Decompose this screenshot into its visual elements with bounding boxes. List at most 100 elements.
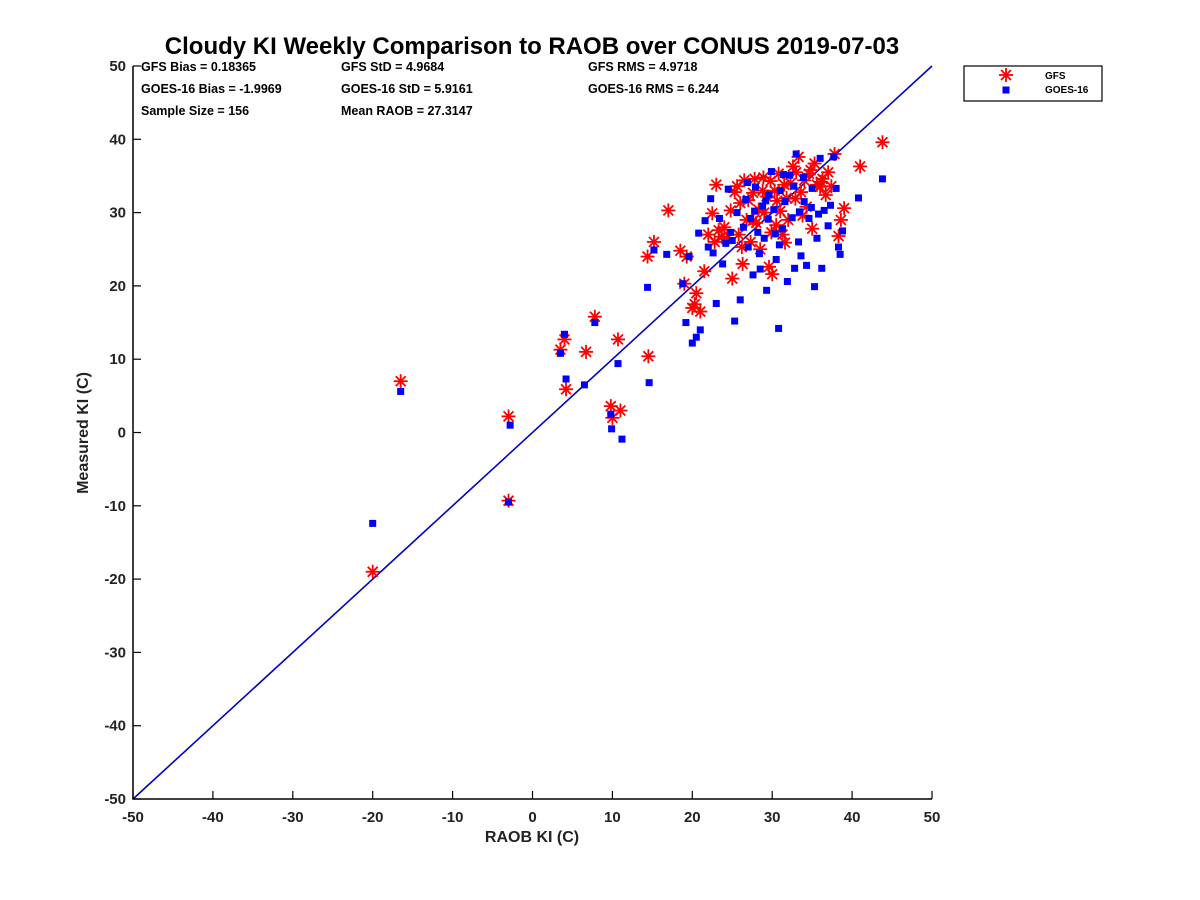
gfs-point (833, 212, 848, 227)
goes16-point (759, 202, 767, 210)
goes16-point (827, 201, 835, 209)
goes16-point (767, 168, 775, 176)
goes-std-stat: GOES-16 StD = 5.9161 (341, 82, 473, 96)
gfs-point (365, 564, 380, 579)
goes16-point (791, 264, 799, 272)
goes16-point (645, 379, 653, 387)
goes16-point (816, 154, 824, 162)
goes16-point (607, 410, 615, 418)
goes16-point (820, 206, 828, 214)
goes16-point (728, 236, 736, 244)
gfs-point (821, 165, 836, 180)
gfs-point (788, 191, 803, 206)
goes16-point (800, 198, 808, 206)
gfs-std-stat: GFS StD = 4.9684 (341, 60, 444, 74)
x-tick-label: -10 (442, 809, 464, 826)
x-tick-label: 50 (924, 809, 941, 826)
axis-tick-labels: -50 -40 -30 -20 -10 0 10 20 30 40 50 50 40 30 20 10 0 -10… (104, 58, 940, 826)
goes16-point (580, 381, 588, 389)
gfs-point (641, 349, 656, 364)
goes16-point (756, 265, 764, 273)
gfs-point (579, 344, 594, 359)
y-axis-label: Measured KI (C) (75, 372, 92, 494)
goes16-point (618, 435, 626, 443)
goes16-point (783, 278, 791, 286)
goes16-point (781, 198, 789, 206)
gfs-point (730, 179, 745, 194)
gfs-point (501, 409, 516, 424)
goes16-point (799, 173, 807, 181)
goes16-point (763, 286, 771, 294)
goes16-point (775, 324, 783, 332)
y-tick-label: 0 (118, 425, 126, 442)
goes16-point (707, 195, 715, 203)
gfs-point (693, 304, 708, 319)
x-tick-label: 10 (604, 809, 621, 826)
goes16-point (701, 217, 709, 225)
goes16-point (836, 250, 844, 258)
goes16-point (795, 238, 803, 246)
goes16-point (805, 214, 813, 222)
x-tick-label: 40 (844, 809, 861, 826)
goes16-point (506, 421, 514, 429)
stats-block: GFS Bias = 0.18365 GFS StD = 4.9684 GFS … (141, 60, 719, 118)
goes16-point (731, 317, 739, 325)
gfs-point (853, 159, 868, 174)
legend-gfs-marker (999, 68, 1013, 82)
goes16-point (779, 170, 787, 178)
y-tick-label: -10 (104, 498, 126, 515)
goes16-point (397, 387, 405, 395)
goes16-point (685, 253, 693, 261)
goes16-point (762, 197, 770, 205)
gfs-point (717, 220, 732, 235)
goes16-point (764, 215, 772, 223)
gfs-point (837, 201, 852, 216)
gfs-point (725, 271, 740, 286)
goes16-point (770, 206, 778, 214)
gfs-point (735, 256, 750, 271)
gfs-point (697, 264, 712, 279)
goes16-point (788, 214, 796, 222)
gfs-point (818, 188, 833, 203)
goes16-point (695, 229, 703, 237)
goes16-point (818, 264, 826, 272)
goes16-point (682, 319, 690, 327)
goes16-point (749, 271, 757, 279)
goes16-point (792, 150, 800, 158)
x-tick-label: 0 (528, 809, 536, 826)
goes16-point (719, 260, 727, 268)
goes16-point (712, 299, 720, 307)
chart-title: Cloudy KI Weekly Comparison to RAOB over… (165, 33, 899, 60)
goes16-point (754, 228, 762, 236)
goes16-point (839, 227, 847, 235)
goes16-point (824, 222, 832, 230)
goes16-point (771, 230, 779, 238)
goes16-point (560, 330, 568, 338)
y-tick-label: 10 (109, 351, 126, 368)
legend: GFS GOES-16 (963, 65, 1103, 102)
goes16-point (736, 296, 744, 304)
goes16-point (808, 184, 816, 192)
gfs-point (689, 286, 704, 301)
goes16-point (854, 194, 862, 202)
goes16-point (765, 191, 773, 199)
gfs-point (559, 382, 574, 397)
goes16-point (776, 187, 784, 195)
goes16-point (709, 249, 717, 257)
goes16-point (815, 210, 823, 218)
y-tick-label: -30 (104, 644, 126, 661)
goes16-point (644, 283, 652, 291)
goes16-point (724, 185, 732, 193)
goes16-point (608, 425, 616, 433)
legend-goes16-label: GOES-16 (1045, 85, 1089, 96)
goes16-point (832, 184, 840, 192)
goes16-point (692, 333, 700, 341)
goes16-point (813, 234, 821, 242)
gfs-point (661, 203, 676, 218)
goes16-point (743, 179, 751, 187)
goes16-point (811, 283, 819, 291)
x-axis-label: RAOB KI (C) (485, 829, 579, 846)
goes16-series (369, 150, 886, 527)
goes16-point (797, 252, 805, 260)
goes16-point (722, 239, 730, 247)
